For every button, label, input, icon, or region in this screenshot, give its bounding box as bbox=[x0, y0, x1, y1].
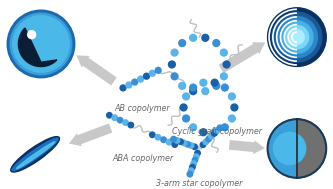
Circle shape bbox=[195, 150, 200, 156]
Circle shape bbox=[144, 73, 150, 79]
Circle shape bbox=[107, 112, 112, 118]
Circle shape bbox=[268, 8, 326, 66]
Circle shape bbox=[213, 82, 220, 89]
Circle shape bbox=[290, 30, 304, 44]
Circle shape bbox=[272, 12, 322, 62]
Circle shape bbox=[181, 140, 187, 146]
Circle shape bbox=[132, 79, 138, 85]
Circle shape bbox=[190, 124, 196, 131]
Circle shape bbox=[221, 124, 228, 131]
Circle shape bbox=[191, 161, 196, 166]
Circle shape bbox=[166, 139, 172, 145]
Circle shape bbox=[213, 40, 220, 46]
Circle shape bbox=[155, 135, 161, 140]
Circle shape bbox=[231, 104, 238, 111]
Circle shape bbox=[223, 61, 230, 68]
Circle shape bbox=[200, 129, 207, 136]
Circle shape bbox=[202, 88, 209, 94]
Circle shape bbox=[161, 137, 166, 143]
Circle shape bbox=[171, 73, 178, 80]
Circle shape bbox=[190, 84, 196, 91]
Circle shape bbox=[28, 31, 36, 39]
Circle shape bbox=[13, 16, 69, 72]
Circle shape bbox=[128, 122, 134, 128]
Circle shape bbox=[188, 143, 194, 148]
Circle shape bbox=[220, 73, 227, 80]
Polygon shape bbox=[297, 119, 326, 178]
Circle shape bbox=[209, 133, 214, 139]
Circle shape bbox=[112, 115, 118, 120]
Text: ABA copolymer: ABA copolymer bbox=[112, 154, 173, 163]
Text: Cyclic graft copolymer: Cyclic graft copolymer bbox=[172, 127, 262, 136]
Circle shape bbox=[138, 76, 144, 82]
Circle shape bbox=[200, 79, 207, 86]
Circle shape bbox=[221, 84, 228, 91]
Ellipse shape bbox=[12, 138, 58, 171]
Circle shape bbox=[214, 128, 220, 133]
Text: AB copolymer: AB copolymer bbox=[115, 104, 170, 112]
Circle shape bbox=[276, 17, 317, 58]
Circle shape bbox=[171, 136, 176, 142]
Circle shape bbox=[155, 67, 161, 73]
Circle shape bbox=[117, 117, 123, 123]
Text: 3-arm star copolymer: 3-arm star copolymer bbox=[156, 179, 242, 188]
Circle shape bbox=[211, 129, 218, 136]
Ellipse shape bbox=[17, 142, 55, 169]
Circle shape bbox=[192, 157, 198, 163]
Circle shape bbox=[183, 93, 189, 100]
Circle shape bbox=[10, 13, 72, 74]
Circle shape bbox=[179, 40, 185, 46]
Circle shape bbox=[268, 8, 326, 66]
Circle shape bbox=[211, 131, 217, 136]
Circle shape bbox=[190, 88, 196, 94]
Circle shape bbox=[285, 25, 309, 49]
Circle shape bbox=[171, 49, 178, 56]
Circle shape bbox=[190, 34, 196, 41]
Circle shape bbox=[228, 115, 235, 122]
Circle shape bbox=[192, 144, 197, 149]
Circle shape bbox=[123, 120, 128, 125]
Circle shape bbox=[273, 132, 306, 165]
Circle shape bbox=[200, 142, 206, 147]
Circle shape bbox=[126, 82, 132, 88]
FancyArrowPatch shape bbox=[219, 42, 265, 73]
Circle shape bbox=[193, 154, 199, 159]
Circle shape bbox=[185, 142, 190, 147]
Circle shape bbox=[180, 104, 187, 111]
Circle shape bbox=[268, 119, 326, 178]
Circle shape bbox=[187, 171, 192, 177]
Circle shape bbox=[178, 139, 183, 144]
FancyArrowPatch shape bbox=[69, 123, 112, 146]
Circle shape bbox=[8, 11, 74, 77]
Circle shape bbox=[281, 21, 313, 53]
Circle shape bbox=[188, 168, 194, 173]
Circle shape bbox=[203, 139, 208, 145]
Ellipse shape bbox=[11, 137, 59, 172]
Circle shape bbox=[228, 93, 235, 100]
Polygon shape bbox=[18, 28, 57, 67]
Circle shape bbox=[220, 49, 227, 56]
Circle shape bbox=[183, 115, 189, 122]
Circle shape bbox=[190, 164, 195, 170]
Circle shape bbox=[120, 85, 126, 91]
FancyArrowPatch shape bbox=[229, 140, 265, 154]
FancyArrowPatch shape bbox=[77, 55, 117, 85]
Circle shape bbox=[172, 142, 177, 147]
Circle shape bbox=[168, 61, 175, 68]
Circle shape bbox=[206, 136, 211, 142]
Circle shape bbox=[202, 34, 209, 41]
Circle shape bbox=[150, 70, 155, 76]
Circle shape bbox=[211, 79, 218, 86]
Circle shape bbox=[179, 82, 185, 89]
Circle shape bbox=[174, 138, 180, 143]
Circle shape bbox=[150, 132, 155, 138]
Circle shape bbox=[217, 125, 223, 130]
